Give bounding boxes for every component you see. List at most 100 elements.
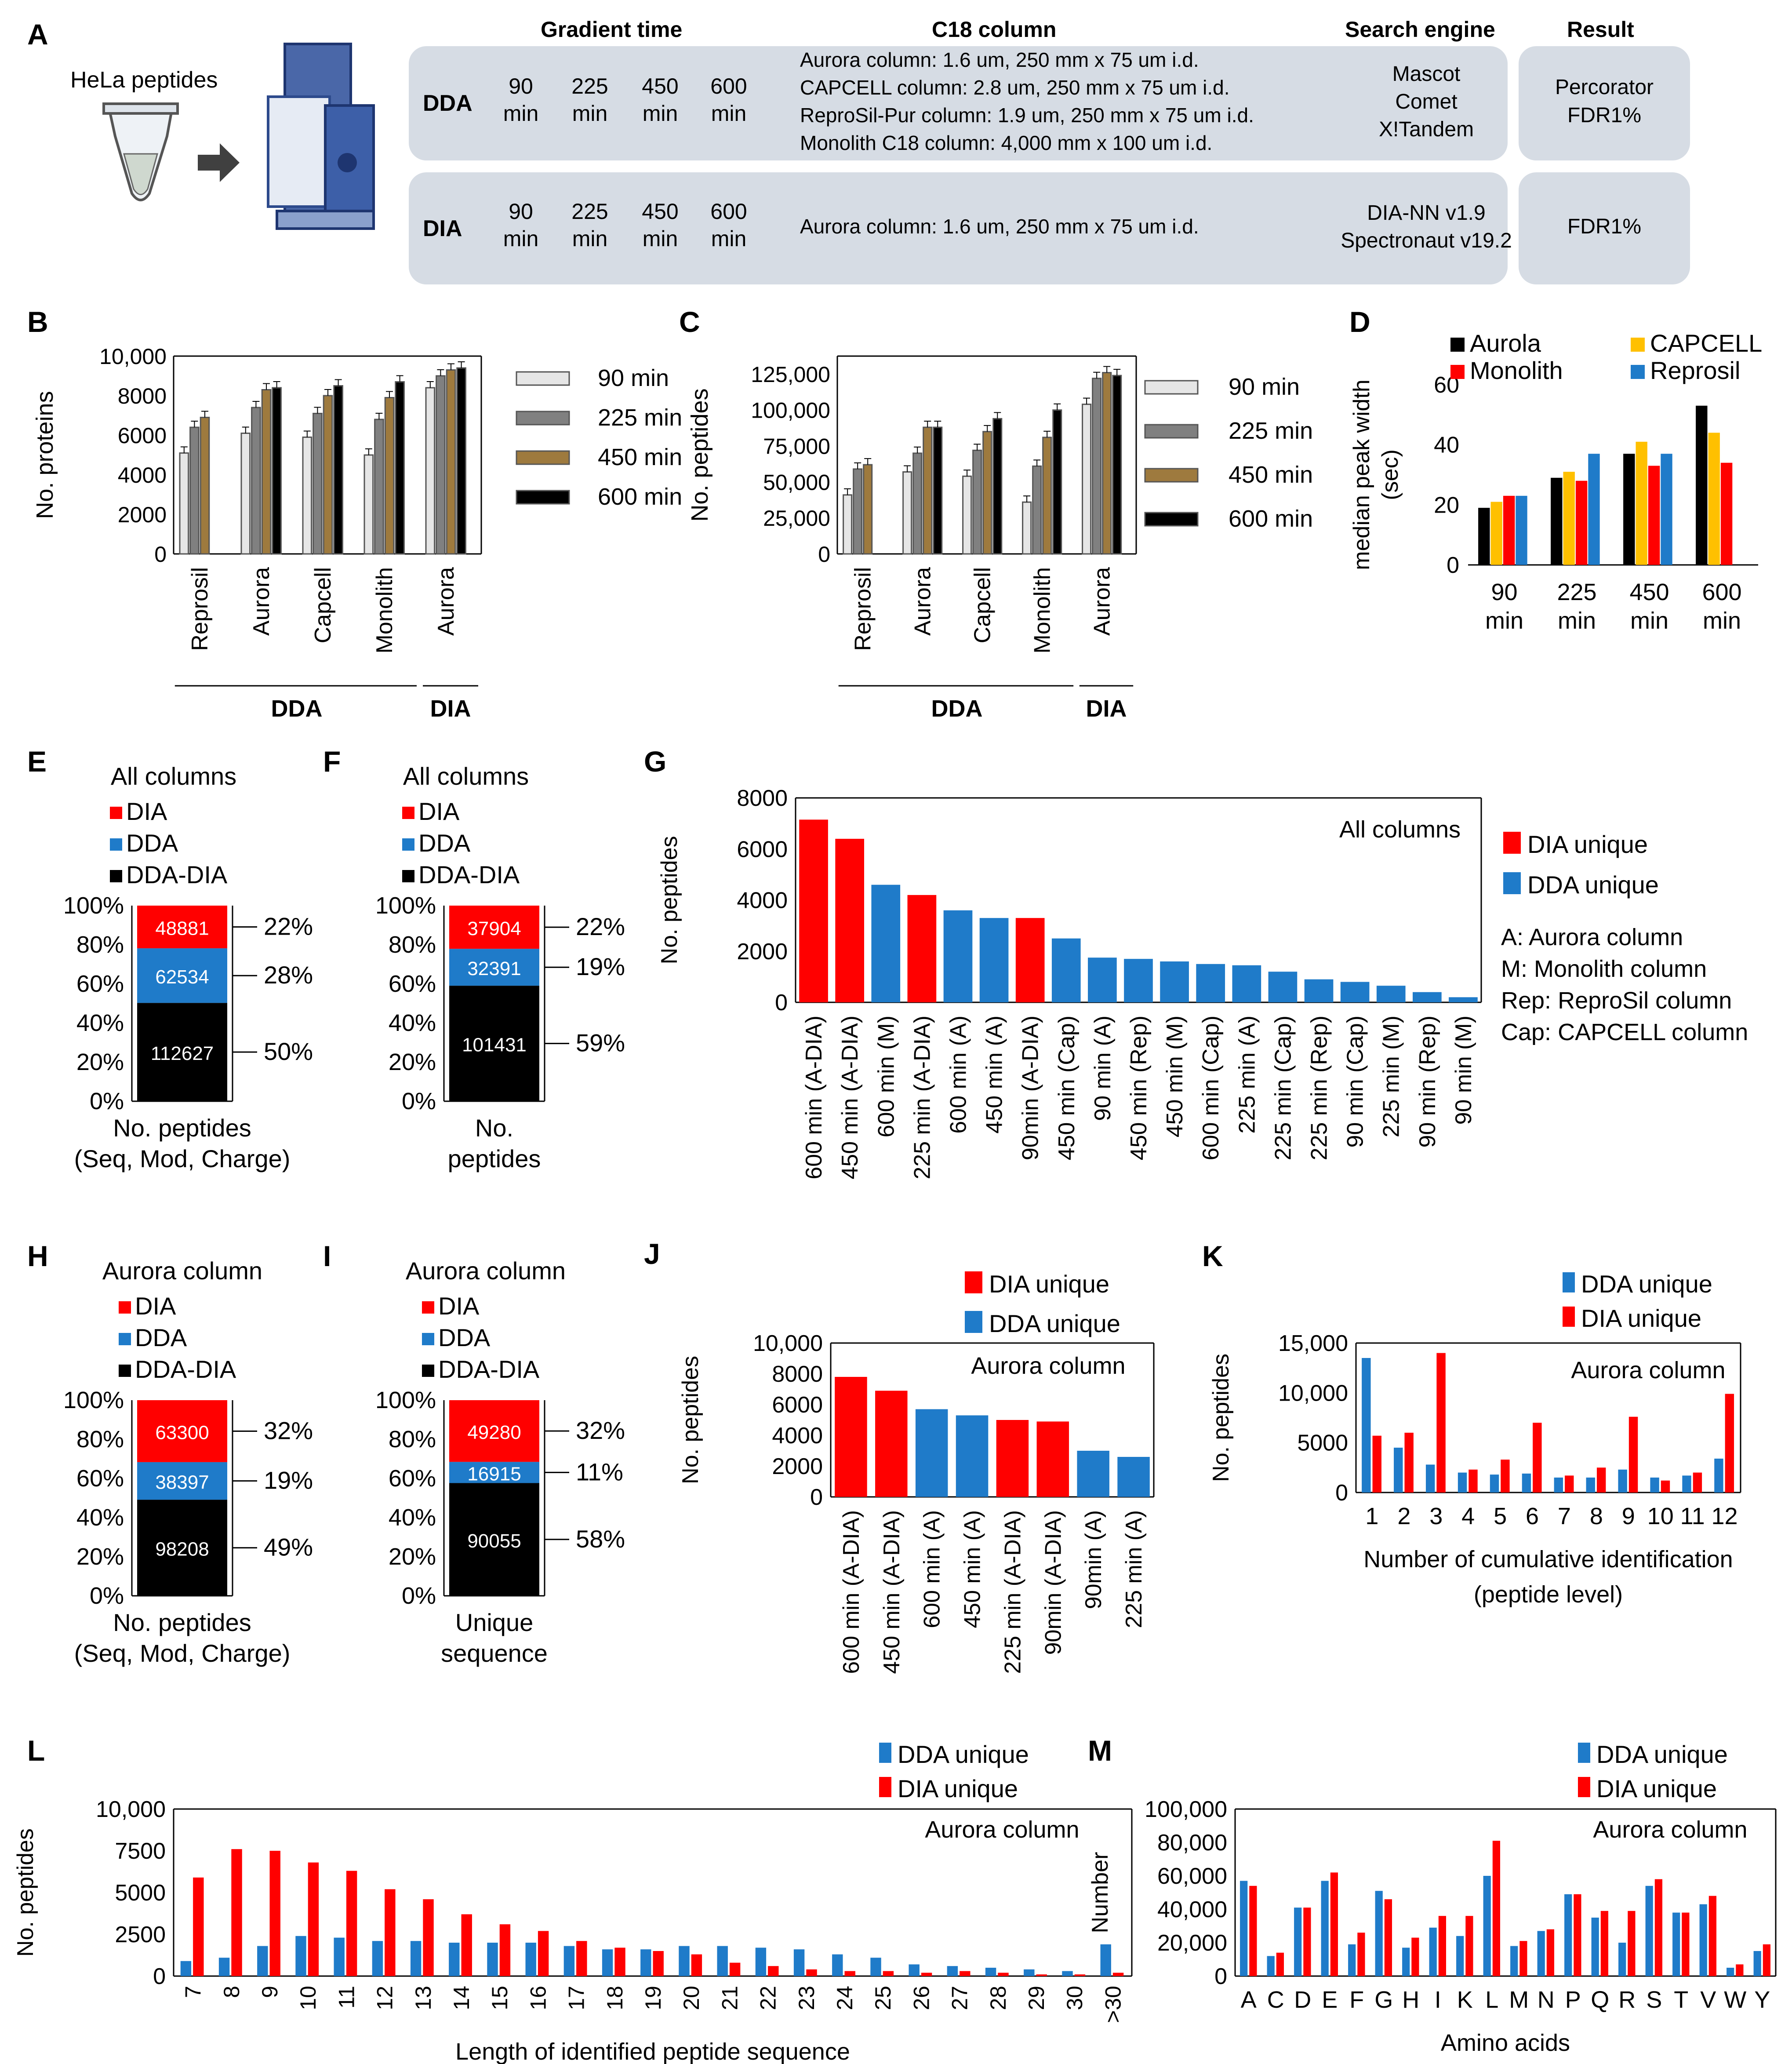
chart-E-legend-label: DIA bbox=[126, 797, 167, 825]
chart-I-segment bbox=[449, 1462, 539, 1483]
chart-E-segment bbox=[137, 906, 227, 949]
chart-L-bar bbox=[449, 1943, 460, 1976]
chart-E-segment-label: 48881 bbox=[155, 918, 209, 939]
chart-I-segment bbox=[449, 1400, 539, 1462]
chart-D-y-label-unit: (sec) bbox=[1378, 449, 1403, 500]
chart-G-x-label: 600 min (A-DIA) bbox=[801, 1016, 827, 1179]
chart-K-bar bbox=[1554, 1478, 1563, 1492]
chart-K-x-label: 2 bbox=[1397, 1503, 1410, 1529]
chart-J-bar bbox=[956, 1415, 989, 1497]
dia-time-value: 225 bbox=[571, 199, 608, 224]
chart-C-legend-label: 600 min bbox=[1229, 506, 1313, 532]
chart-J-x-label: 450 min (A-DIA) bbox=[879, 1510, 905, 1674]
dia-engine: Spectronaut v19.2 bbox=[1341, 229, 1512, 252]
chart-B-legend-label: 90 min bbox=[598, 365, 669, 391]
chart-M-x-label: F bbox=[1349, 1987, 1364, 2013]
chart-E-legend-label: DDA-DIA bbox=[126, 861, 228, 888]
chart-J-y-tick: 2000 bbox=[772, 1454, 823, 1479]
chart-D-x-label: min bbox=[1485, 608, 1523, 634]
chart-G-bar bbox=[1088, 957, 1117, 1002]
chart-D-y-tick: 20 bbox=[1434, 492, 1459, 518]
chart-M-x-label: W bbox=[1724, 1987, 1746, 2013]
chart-K-y-label: No. peptides bbox=[1208, 1354, 1234, 1482]
chart-M-bar bbox=[1600, 1911, 1609, 1976]
chart-F-pct-label: 59% bbox=[576, 1029, 625, 1057]
dia-time-unit: min bbox=[642, 226, 678, 251]
chart-K-bar bbox=[1682, 1475, 1691, 1492]
chart-L-bar bbox=[883, 1971, 894, 1976]
chart-M-bar bbox=[1483, 1876, 1491, 1976]
chart-K-bar bbox=[1650, 1478, 1659, 1492]
chart-H-legend-label: DDA bbox=[135, 1324, 187, 1351]
chart-D-legend-label: Monolith bbox=[1470, 357, 1563, 384]
chart-K-bar bbox=[1458, 1472, 1467, 1492]
chart-K-bar bbox=[1586, 1478, 1595, 1492]
arrow-icon bbox=[198, 143, 240, 182]
dda-time-unit: min bbox=[711, 101, 747, 126]
chart-L-bar bbox=[487, 1943, 498, 1976]
chart-B-bar bbox=[261, 389, 272, 555]
chart-K-x-label: 9 bbox=[1622, 1503, 1635, 1529]
dia-mode-label: DIA bbox=[423, 215, 462, 241]
chart-M-y-tick: 20,000 bbox=[1157, 1930, 1227, 1956]
chart-K-bar bbox=[1533, 1423, 1542, 1492]
chart-M-bar bbox=[1727, 1968, 1734, 1976]
chart-G-bar bbox=[943, 910, 973, 1002]
chart-M-bar bbox=[1267, 1956, 1275, 1976]
chart-J-legend-label: DIA unique bbox=[989, 1270, 1109, 1298]
chart-L-bar bbox=[640, 1949, 651, 1976]
chart-K-x-label: 10 bbox=[1647, 1503, 1674, 1529]
chart-I-segment bbox=[449, 1483, 539, 1596]
chart-L-x-label: 7 bbox=[181, 1986, 206, 1998]
chart-C-x-label: Capcell bbox=[970, 567, 996, 643]
chart-M-bar bbox=[1438, 1916, 1447, 1976]
chart-L-bar bbox=[921, 1973, 932, 1976]
panel-label-f: F bbox=[323, 745, 341, 778]
chart-I-legend-label: DDA bbox=[438, 1324, 491, 1351]
chart-B-y-tick: 0 bbox=[154, 542, 167, 567]
chart-F-y-tick: 40% bbox=[389, 1010, 436, 1036]
chart-K-legend-label: DIA unique bbox=[1581, 1304, 1701, 1332]
chart-G-x-label: 600 min (M) bbox=[873, 1016, 899, 1137]
chart-L-x-label: 29 bbox=[1024, 1986, 1049, 2010]
chart-B-x-label: Aurora bbox=[433, 567, 459, 636]
chart-E-segment-label: 112627 bbox=[151, 1043, 214, 1064]
chart-G-bar bbox=[835, 839, 864, 1002]
chart-L-x-label: 16 bbox=[526, 1986, 550, 2010]
dda-time-unit: min bbox=[572, 101, 608, 126]
chart-K-legend-label: DDA unique bbox=[1581, 1270, 1712, 1298]
chart-M-x-label: M bbox=[1509, 1987, 1529, 2013]
chart-D-y-tick: 40 bbox=[1434, 433, 1459, 458]
dda-time-value: 90 bbox=[509, 74, 533, 98]
chart-I-legend-label: DDA-DIA bbox=[438, 1355, 540, 1383]
chart-E-x-label: No. peptides bbox=[113, 1114, 251, 1142]
chart-D-legend-swatch bbox=[1450, 365, 1465, 379]
chart-H-x-label: No. peptides bbox=[113, 1609, 251, 1636]
chart-G-y-tick: 4000 bbox=[737, 888, 788, 914]
panel-label-h: H bbox=[27, 1240, 48, 1272]
chart-M-bar bbox=[1654, 1879, 1663, 1976]
chart-H-title: Aurora column bbox=[102, 1257, 262, 1285]
chart-D-bar bbox=[1720, 462, 1733, 565]
chart-L-x-label: 26 bbox=[909, 1986, 934, 2010]
chart-G-x-label: 225 min (Cap) bbox=[1270, 1016, 1296, 1160]
chart-K-x-label: 7 bbox=[1558, 1503, 1571, 1529]
chart-I-y-tick: 80% bbox=[389, 1426, 436, 1452]
chart-H-segment-label: 63300 bbox=[155, 1422, 209, 1443]
chart-G-bar bbox=[1160, 961, 1189, 1002]
chart-M-x-label: Y bbox=[1754, 1987, 1770, 2013]
chart-H-legend-swatch bbox=[119, 1301, 131, 1314]
chart-D-bar bbox=[1696, 405, 1708, 565]
chart-L-x-label: 17 bbox=[564, 1986, 589, 2010]
chart-I-segment-label: 90055 bbox=[467, 1530, 521, 1552]
chart-K-bar bbox=[1618, 1469, 1627, 1492]
chart-B-legend-swatch bbox=[516, 450, 570, 465]
chart-I-y-tick: 0% bbox=[402, 1583, 436, 1609]
chart-D-x-label: min bbox=[1558, 608, 1596, 634]
panel-label-m: M bbox=[1088, 1734, 1112, 1767]
chart-J-y-tick: 6000 bbox=[772, 1392, 823, 1418]
chart-F-legend-swatch bbox=[402, 838, 414, 851]
chart-C-bar bbox=[1112, 375, 1122, 555]
chart-C-bar bbox=[962, 475, 972, 555]
panel-label-i: I bbox=[323, 1240, 331, 1272]
